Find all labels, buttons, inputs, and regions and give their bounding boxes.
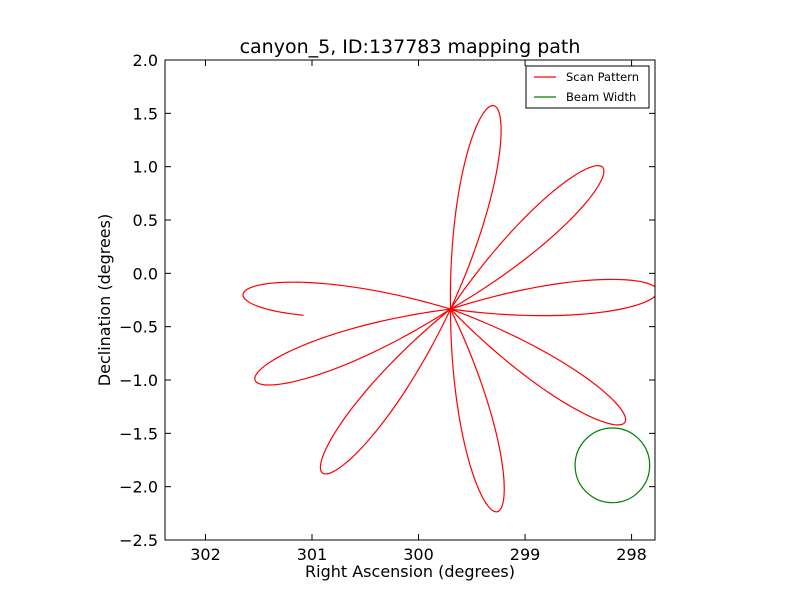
y-tick-label: −2.5: [119, 531, 158, 550]
plot-area: [242, 104, 655, 513]
y-tick-label: −1.0: [119, 371, 158, 390]
legend: Scan Pattern Beam Width: [525, 65, 650, 109]
beam-width-circle: [574, 427, 651, 504]
legend-label: Scan Pattern: [566, 70, 639, 84]
x-tick-label: 302: [190, 545, 221, 564]
legend-box: [525, 65, 650, 109]
x-tick-label: 301: [297, 545, 328, 564]
y-tick-label: −2.0: [119, 478, 158, 497]
axes: 302 301 300 299 298 2.0 1.5 1.0 0.5 0.0 −0.5 −1.0 −1…: [119, 51, 656, 564]
y-axis-label: Declination (degrees): [95, 214, 114, 386]
y-tick-label: 0.5: [133, 211, 158, 230]
y-tick-label: 0.0: [133, 264, 158, 283]
x-tick-label: 299: [510, 545, 541, 564]
y-tick-label: 1.0: [133, 158, 158, 177]
y-tick-label: 1.5: [133, 104, 158, 123]
y-tick-label: 2.0: [133, 51, 158, 70]
plot-frame: [164, 59, 656, 541]
scan-pattern-line: [242, 104, 655, 513]
chart-title: canyon_5, ID:137783 mapping path: [240, 36, 581, 58]
y-tick-label: −1.5: [119, 424, 158, 443]
y-tick-label: −0.5: [119, 318, 158, 337]
x-tick-label: 298: [616, 545, 647, 564]
x-tick-label: 300: [403, 545, 434, 564]
legend-label: Beam Width: [566, 90, 636, 104]
x-axis-label: Right Ascension (degrees): [305, 562, 515, 581]
